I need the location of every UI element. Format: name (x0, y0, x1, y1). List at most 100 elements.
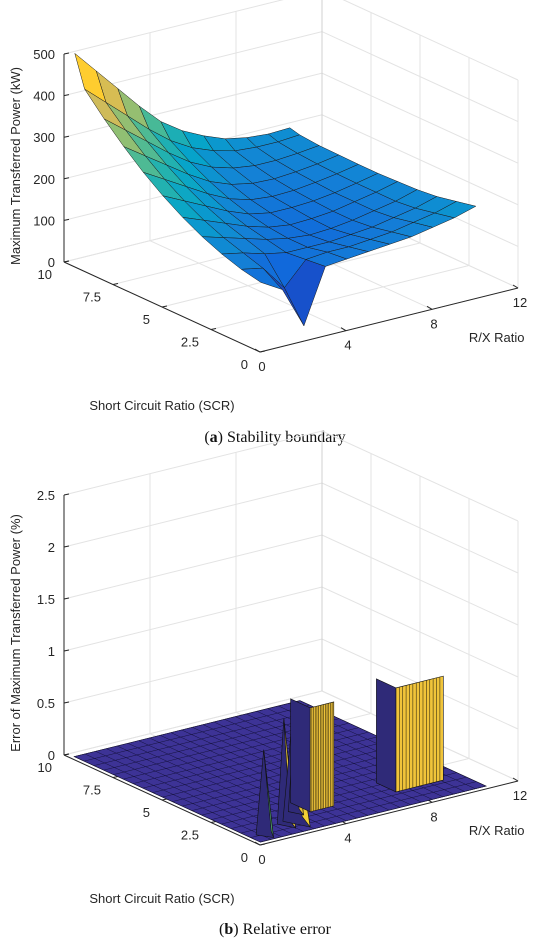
y-axis-label: Short Circuit Ratio (SCR) (89, 398, 234, 413)
x-tick-label: 0 (258, 359, 265, 374)
gridline-z (63, 534, 519, 626)
z-tick-label: 300 (33, 130, 55, 145)
floor-mesh-line (93, 709, 320, 766)
z-tick-label: 0.5 (37, 696, 55, 711)
y-tick-label: 10 (38, 267, 52, 282)
z-tick-mark (63, 493, 70, 496)
x-tick-label: 4 (344, 338, 351, 353)
gridline-z (63, 586, 519, 678)
caption-letter: a (210, 429, 218, 446)
x-axis-label: R/X Ratio (469, 823, 525, 838)
y-tick-label: 0 (241, 850, 248, 865)
x-axis-label: R/X Ratio (469, 330, 525, 345)
x-tick-label: 12 (513, 788, 527, 803)
floor-mesh-line (74, 700, 300, 757)
y-tick-mark (259, 843, 266, 846)
y-tick-mark (210, 328, 217, 330)
error-spike (263, 749, 274, 838)
y-tick-label: 5 (143, 312, 150, 327)
caption: (b) Relative error (219, 921, 332, 938)
z-tick-mark (63, 218, 70, 221)
y-axis-label: Short Circuit Ratio (SCR) (89, 891, 234, 906)
y-tick-label: 10 (38, 760, 52, 775)
z-tick-label: 100 (33, 213, 55, 228)
error-ridge-side (376, 678, 397, 793)
x-tick-mark (254, 841, 261, 846)
floor-mesh-line (250, 781, 477, 838)
caption-text: Stability boundary (227, 429, 346, 446)
z-tick-mark (63, 177, 70, 180)
y-tick-label: 0 (241, 357, 248, 372)
surface-patch (434, 201, 477, 219)
caption-letter: b (224, 921, 233, 938)
surface (74, 52, 477, 327)
z-tick-mark (63, 135, 70, 138)
x-tick-mark (340, 327, 347, 332)
z-tick-label: 1 (48, 644, 55, 659)
gridline-z (63, 0, 519, 81)
floor-mesh-line (181, 729, 368, 816)
x-tick-mark (512, 777, 519, 782)
z-tick-mark (63, 753, 70, 756)
x-tick-mark (426, 305, 433, 310)
z-tick-mark (63, 52, 70, 55)
y-tick-mark (112, 776, 119, 778)
caption-paren: ( (219, 921, 224, 938)
x-tick-label: 12 (513, 295, 527, 310)
z-tick-label: 2.5 (37, 488, 55, 503)
error-peaks (255, 675, 444, 838)
y-tick-label: 2.5 (181, 828, 199, 843)
z-tick-mark (63, 94, 70, 97)
caption: (a) Stability boundary (204, 429, 345, 446)
floor-mesh-line (162, 740, 389, 798)
x-tick-label: 8 (430, 316, 437, 331)
caption-paren: ) (218, 429, 227, 446)
floor-mesh-line (95, 751, 282, 838)
x-tick-mark (254, 348, 261, 353)
x-tick-label: 8 (430, 809, 437, 824)
y-tick-mark (161, 798, 168, 801)
gridline-z (63, 482, 519, 574)
z-tick-label: 200 (33, 172, 55, 187)
y-tick-mark (259, 350, 266, 353)
floor-mesh-line (74, 756, 261, 843)
x-tick-label: 0 (258, 852, 265, 867)
z-tick-label: 1.5 (37, 592, 55, 607)
y-tick-mark (161, 305, 168, 308)
z-tick-label: 2 (48, 540, 55, 555)
x-axis-line (259, 287, 519, 353)
x-axis-line (259, 780, 519, 846)
z-tick-mark (63, 260, 70, 263)
z-axis-label: Error of Maximum Transferred Power (%) (8, 514, 23, 752)
x-tick-label: 4 (344, 831, 351, 846)
error-ridge-side (290, 698, 311, 813)
x-tick-mark (512, 284, 519, 289)
z-tick-label: 0 (48, 748, 55, 763)
floor-mesh-line (84, 753, 272, 840)
z-tick-label: 0 (48, 255, 55, 270)
floor-mesh-line (83, 704, 310, 762)
z-tick-label: 400 (33, 89, 55, 104)
y-tick-label: 5 (143, 805, 150, 820)
floor-mesh-line (260, 785, 487, 843)
y-tick-label: 7.5 (83, 783, 101, 798)
y-tick-label: 7.5 (83, 290, 101, 305)
z-tick-mark (63, 597, 70, 600)
z-tick-mark (63, 649, 70, 652)
z-tick-mark (63, 545, 70, 548)
caption-paren: ) (233, 921, 242, 938)
y-tick-mark (210, 821, 217, 823)
z-axis-label: Maximum Transferred Power (kW) (8, 67, 23, 265)
z-tick-mark (63, 701, 70, 704)
caption-paren: ( (204, 429, 209, 446)
z-tick-label: 500 (33, 47, 55, 62)
y-tick-label: 2.5 (181, 335, 199, 350)
floor-mesh-line (117, 745, 304, 832)
y-tick-mark (112, 283, 119, 285)
caption-text: Relative error (243, 921, 332, 938)
